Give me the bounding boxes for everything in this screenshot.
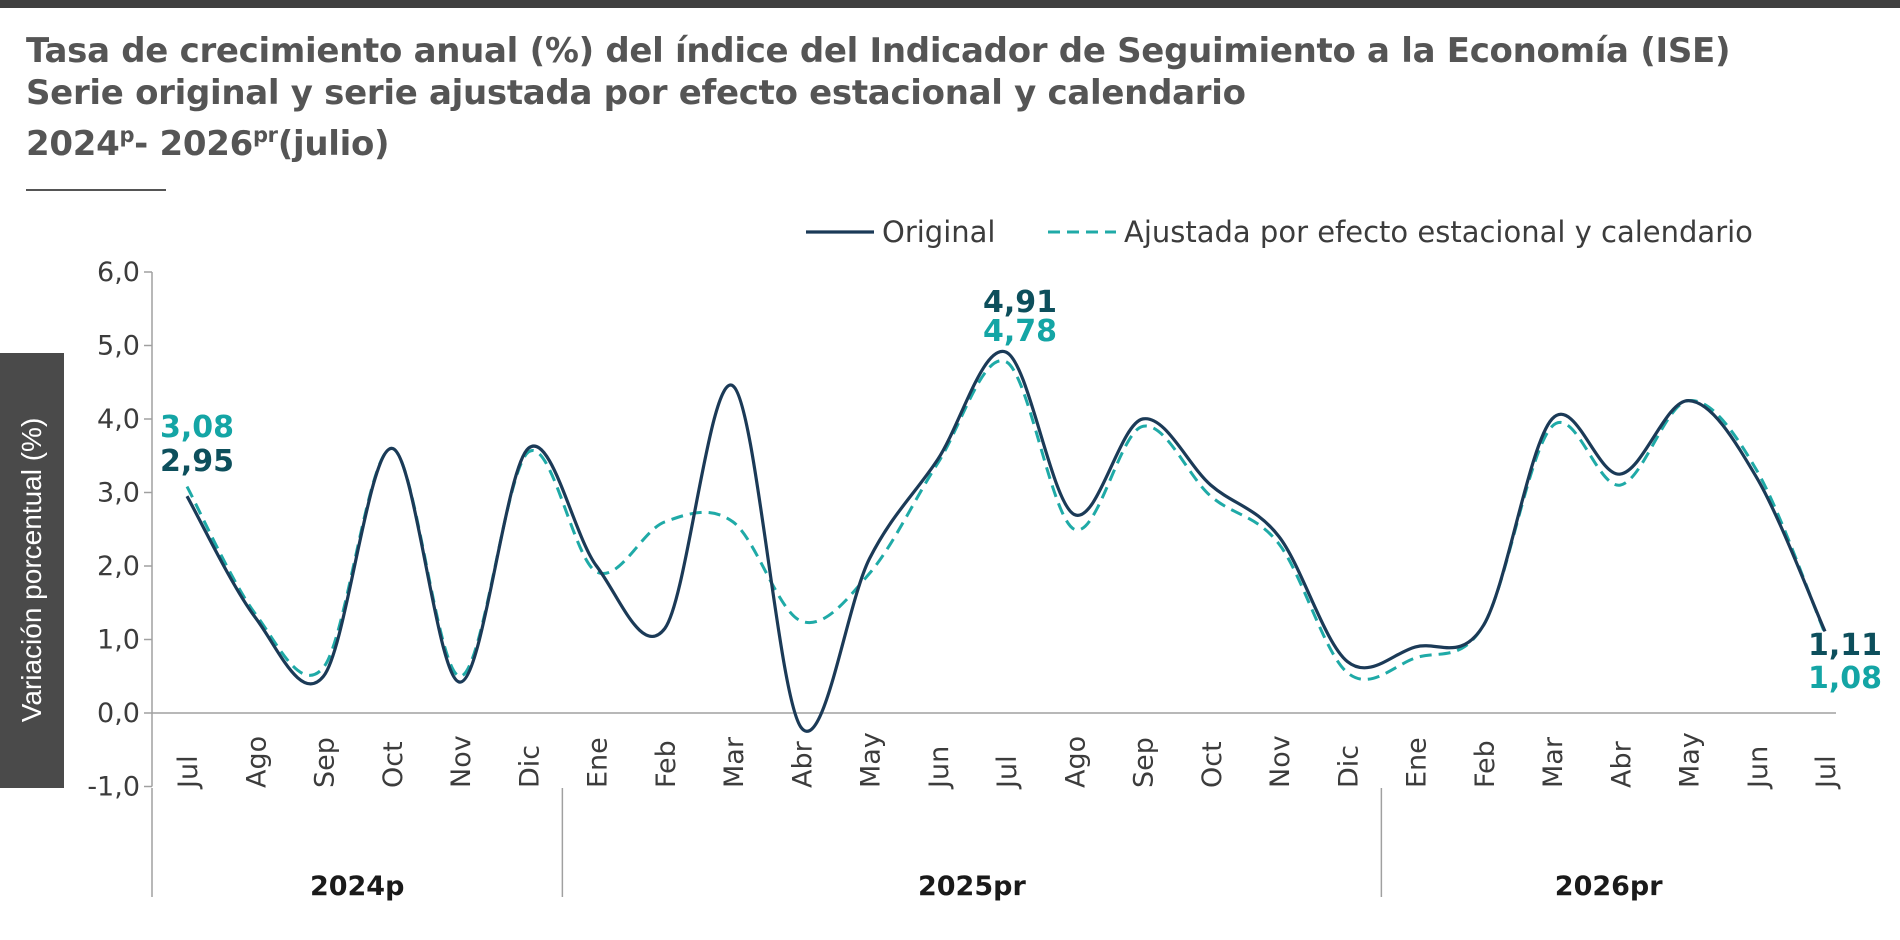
x-tick-label: May (1675, 732, 1706, 788)
x-tick-label: Nov (446, 735, 477, 788)
title-sup-p: p (119, 123, 135, 147)
data-label: 1,08 (1808, 661, 1882, 696)
year-label: 2025pr (918, 871, 1026, 902)
y-tick-label: 3,0 (97, 478, 140, 509)
legend-label-adjusted: Ajustada por efecto estacional y calenda… (1124, 215, 1753, 249)
title-year-mid: - 2026 (134, 124, 253, 164)
x-tick-label: May (856, 732, 887, 788)
x-tick-label: Dic (1333, 745, 1364, 788)
year-label: 2026pr (1555, 871, 1663, 902)
title-underline (26, 189, 166, 191)
axes: 6,0 5,0 4,0 3,0 2,0 1,0 0,0 -1,0 Jul Ago Sep Oct Nov… (87, 257, 1842, 902)
x-tick-label: Ago (241, 736, 272, 788)
data-label: 4,91 (983, 285, 1057, 320)
legend: Original Ajustada por efecto estacional y… (806, 215, 1753, 249)
series-line-adjusted (185, 359, 1827, 681)
x-tick-label: Feb (1470, 740, 1501, 788)
y-tick-label: 1,0 (97, 625, 140, 656)
y-tick-label: 5,0 (97, 331, 140, 362)
x-tick-label: Jul (1811, 755, 1842, 790)
series-line-original (185, 349, 1827, 733)
x-tick-label: Sep (310, 737, 341, 788)
x-tick-label: Nov (1265, 735, 1296, 788)
x-tick-label: Oct (378, 741, 409, 788)
title-line-2: Serie original y serie ajustada por efec… (26, 73, 1246, 113)
data-label: 1,11 (1808, 628, 1882, 663)
data-label: 3,08 (160, 410, 234, 445)
top-bar (0, 0, 1900, 8)
x-tick-label: Mar (719, 736, 750, 788)
y-axis-label: Variación porcentual (%) (16, 418, 47, 723)
x-tick-label: Abr (787, 740, 818, 788)
x-tick-label: Sep (1129, 737, 1160, 788)
x-tick-label: Dic (514, 745, 545, 788)
x-tick-label: Jul (173, 755, 204, 790)
x-tick-label: Jul (992, 755, 1023, 790)
x-tick-label: Mar (1538, 736, 1569, 788)
data-label: 2,95 (160, 444, 234, 479)
x-tick-label: Oct (1197, 741, 1228, 788)
y-tick-label: -1,0 (87, 772, 140, 803)
year-label: 2024p (310, 871, 404, 902)
x-tick-label: Ene (1402, 737, 1433, 788)
series-layer (185, 349, 1827, 733)
chart-title: Tasa de crecimiento anual (%) del índice… (26, 30, 1730, 165)
data-labels: 3,082,95 4,914,78 1,111,08 (160, 285, 1882, 696)
x-tick-label: Jun (1743, 746, 1774, 790)
title-line-3: 2024p- 2026pr(julio) (26, 114, 1730, 165)
y-tick-label: 4,0 (97, 404, 140, 435)
data-label: 4,78 (983, 314, 1057, 349)
y-tick-label: 0,0 (97, 698, 140, 729)
y-axis-label-box (0, 353, 64, 788)
x-tick-label: Feb (651, 740, 682, 788)
x-tick-label: Jun (924, 746, 955, 790)
title-year-start: 2024 (26, 124, 120, 164)
title-line-1: Tasa de crecimiento anual (%) del índice… (26, 31, 1731, 71)
title-year-end: (julio) (277, 124, 390, 164)
x-tick-label: Ene (583, 737, 614, 788)
title-sup-pr: pr (252, 123, 278, 147)
x-tick-label: Abr (1606, 740, 1637, 788)
x-tick-label: Ago (1060, 736, 1091, 788)
y-tick-label: 6,0 (97, 257, 140, 288)
legend-label-original: Original (882, 215, 995, 249)
y-tick-label: 2,0 (97, 551, 140, 582)
